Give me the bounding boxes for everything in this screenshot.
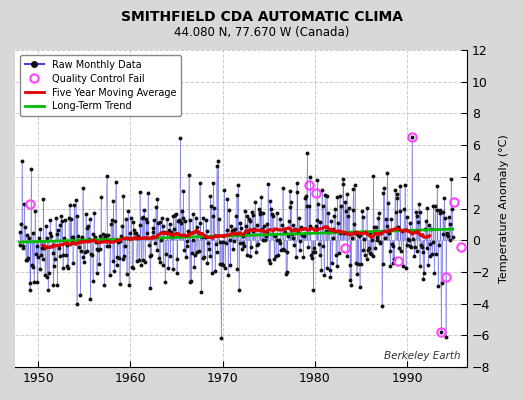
Text: 44.080 N, 77.670 W (Canada): 44.080 N, 77.670 W (Canada) bbox=[174, 26, 350, 39]
Y-axis label: Temperature Anomaly (°C): Temperature Anomaly (°C) bbox=[499, 134, 509, 283]
Text: SMITHFIELD CDA AUTOMATIC CLIMA: SMITHFIELD CDA AUTOMATIC CLIMA bbox=[121, 10, 403, 24]
Legend: Raw Monthly Data, Quality Control Fail, Five Year Moving Average, Long-Term Tren: Raw Monthly Data, Quality Control Fail, … bbox=[20, 55, 181, 116]
Text: Berkeley Earth: Berkeley Earth bbox=[384, 351, 461, 361]
